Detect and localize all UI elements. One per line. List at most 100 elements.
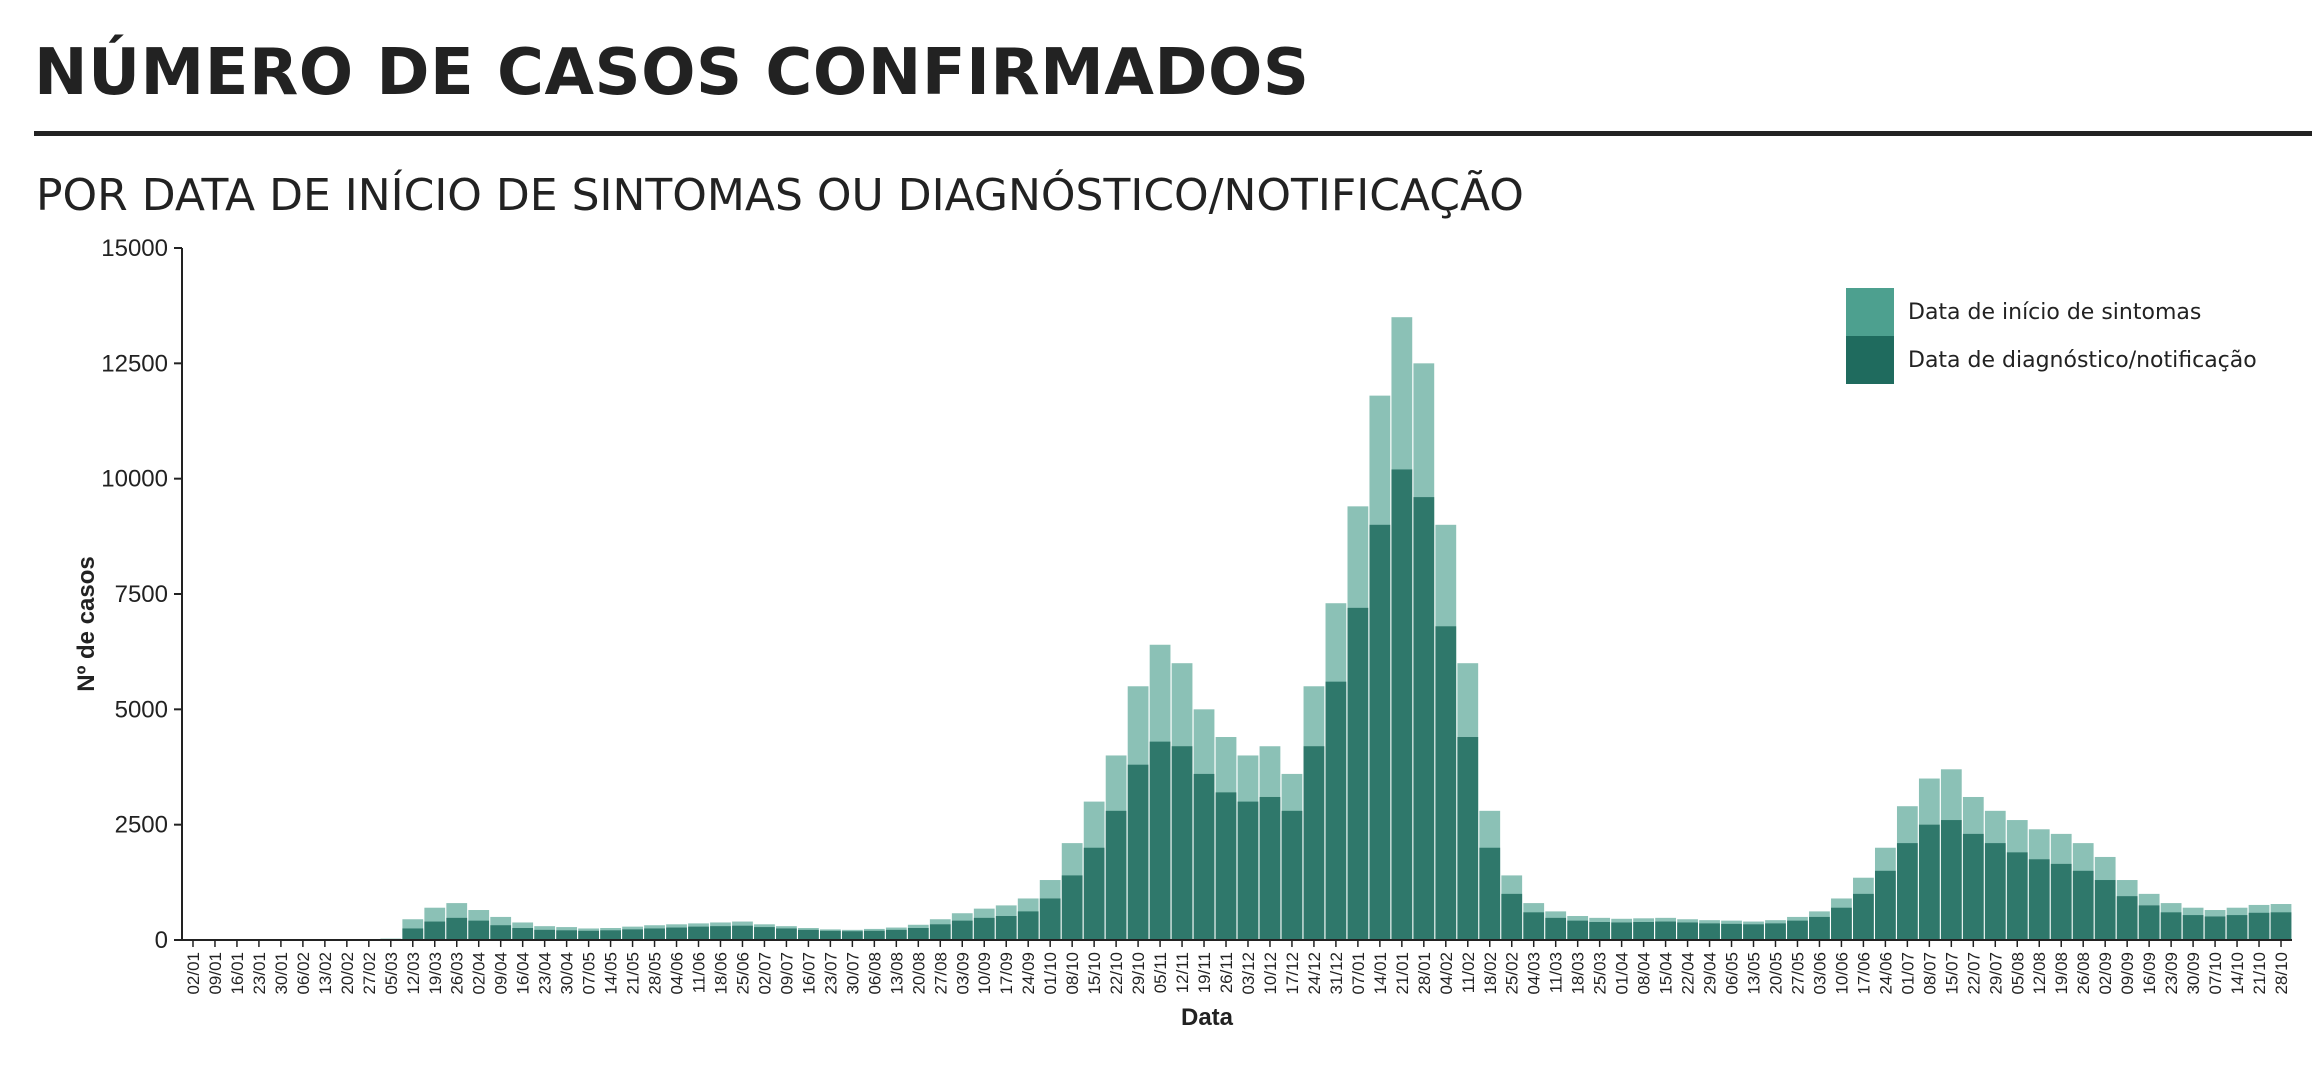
y-tick-label: 15000 <box>101 235 168 262</box>
x-tick-label: 29/07 <box>1986 952 2005 995</box>
x-tick-label: 10/12 <box>1261 952 1280 995</box>
x-tick-label: 23/09 <box>2162 952 2181 995</box>
bar-diagnostico <box>512 928 534 940</box>
x-tick-label: 02/01 <box>184 952 203 995</box>
x-tick-label: 26/08 <box>2074 952 2093 995</box>
x-tick-label: 15/07 <box>1942 952 1961 995</box>
x-tick-label: 09/07 <box>777 952 796 995</box>
x-tick-label: 14/10 <box>2228 952 2247 995</box>
x-tick-label: 16/07 <box>799 952 818 995</box>
x-tick-label: 26/03 <box>448 952 467 995</box>
x-tick-label: 29/04 <box>1701 952 1720 995</box>
bar-diagnostico <box>578 930 600 940</box>
bar-diagnostico <box>1347 607 1369 940</box>
chart-subtitle: POR DATA DE INÍCIO DE SINTOMAS OU DIAGNÓ… <box>36 170 1524 221</box>
bar-diagnostico <box>1281 810 1303 940</box>
bar-diagnostico <box>1940 820 1962 940</box>
bar-diagnostico <box>2182 915 2204 940</box>
x-tick-label: 16/01 <box>228 952 247 995</box>
y-tick-label: 10000 <box>101 466 168 493</box>
x-tick-label: 05/11 <box>1151 952 1170 993</box>
x-tick-label: 19/11 <box>1195 952 1214 993</box>
x-tick-label: 17/09 <box>997 952 1016 995</box>
bar-diagnostico <box>622 929 643 940</box>
legend-item-sintomas[interactable]: Data de início de sintomas <box>1846 288 2257 336</box>
x-tick-label: 11/03 <box>1547 952 1566 993</box>
bar-diagnostico <box>710 926 731 940</box>
x-tick-label: 26/11 <box>1217 952 1236 993</box>
bar-diagnostico <box>973 917 995 940</box>
bar-diagnostico <box>1809 916 1830 940</box>
x-tick-label: 12/08 <box>2030 952 2049 995</box>
x-tick-label: 27/08 <box>931 952 950 995</box>
x-tick-label: 30/04 <box>558 952 577 995</box>
x-tick-label: 04/02 <box>1437 952 1456 995</box>
x-tick-label: 08/10 <box>1063 952 1082 995</box>
bar-diagnostico <box>2226 915 2248 940</box>
x-tick-label: 01/10 <box>1041 952 1060 995</box>
x-tick-label: 14/05 <box>602 952 621 995</box>
legend-swatch-sintomas <box>1846 288 1894 336</box>
bar-diagnostico <box>1962 833 1984 940</box>
x-tick-label: 21/01 <box>1393 952 1412 995</box>
bar-diagnostico <box>776 928 797 940</box>
x-tick-label: 05/08 <box>2008 952 2027 995</box>
chart-legend: Data de início de sintomas Data de diagn… <box>1846 288 2257 384</box>
x-tick-label: 04/03 <box>1525 952 1544 995</box>
x-tick-label: 12/11 <box>1173 952 1192 993</box>
bar-diagnostico <box>556 930 578 940</box>
page-title: NÚMERO DE CASOS CONFIRMADOS <box>34 36 1310 110</box>
x-tick-label: 10/09 <box>975 952 994 995</box>
x-tick-label: 31/12 <box>1327 952 1346 995</box>
bar-diagnostico <box>666 927 687 940</box>
x-tick-label: 20/08 <box>909 952 928 995</box>
bar-diagnostico <box>2116 896 2138 940</box>
bar-diagnostico <box>1918 824 1940 940</box>
x-tick-label: 15/10 <box>1085 952 1104 995</box>
bar-diagnostico <box>1391 469 1413 940</box>
bar-diagnostico <box>1479 847 1501 940</box>
x-tick-label: 24/06 <box>1876 952 1895 995</box>
x-tick-label: 01/04 <box>1613 952 1632 995</box>
x-tick-label: 16/09 <box>2140 952 2159 995</box>
bar-diagnostico <box>1039 898 1061 940</box>
bar-diagnostico <box>1061 875 1083 940</box>
x-tick-label: 28/01 <box>1415 952 1434 995</box>
bar-diagnostico <box>490 925 512 940</box>
bar-diagnostico <box>446 917 468 940</box>
bar-diagnostico <box>951 920 973 940</box>
x-tick-label: 29/10 <box>1129 952 1148 995</box>
x-tick-label: 09/01 <box>206 952 225 995</box>
x-tick-label: 30/09 <box>2184 952 2203 995</box>
x-tick-label: 07/10 <box>2206 952 2225 995</box>
bar-diagnostico <box>1237 801 1259 940</box>
bar-diagnostico <box>1633 922 1655 940</box>
bar-diagnostico <box>1699 923 1720 940</box>
bar-diagnostico <box>907 928 929 940</box>
bar-diagnostico <box>2072 870 2094 940</box>
y-tick-label: 5000 <box>115 696 168 723</box>
x-tick-label: 09/09 <box>2118 952 2137 995</box>
x-axis-title: Data <box>1181 1004 1234 1031</box>
bar-diagnostico <box>1589 922 1611 940</box>
legend-label-diagnostico: Data de diagnóstico/notificação <box>1908 347 2257 373</box>
bar-diagnostico <box>732 925 753 940</box>
x-tick-label: 10/06 <box>1832 952 1851 995</box>
x-tick-label: 01/07 <box>1898 952 1917 995</box>
bar-diagnostico <box>2248 912 2270 940</box>
bar-diagnostico <box>1127 764 1149 940</box>
bar-diagnostico <box>754 927 775 940</box>
legend-item-diagnostico[interactable]: Data de diagnóstico/notificação <box>1846 336 2257 384</box>
legend-swatch-diagnostico <box>1846 336 1894 384</box>
x-tick-label: 20/05 <box>1766 952 1785 995</box>
x-tick-label: 27/02 <box>360 952 379 995</box>
x-tick-label: 28/10 <box>2272 952 2291 995</box>
bar-diagnostico <box>2006 852 2028 940</box>
x-tick-label: 03/06 <box>1810 952 1829 995</box>
x-tick-label: 03/12 <box>1239 952 1258 995</box>
bar-diagnostico <box>1171 746 1193 940</box>
x-tick-label: 23/01 <box>250 952 269 995</box>
x-tick-label: 17/06 <box>1854 952 1873 995</box>
x-tick-label: 16/04 <box>514 952 533 995</box>
